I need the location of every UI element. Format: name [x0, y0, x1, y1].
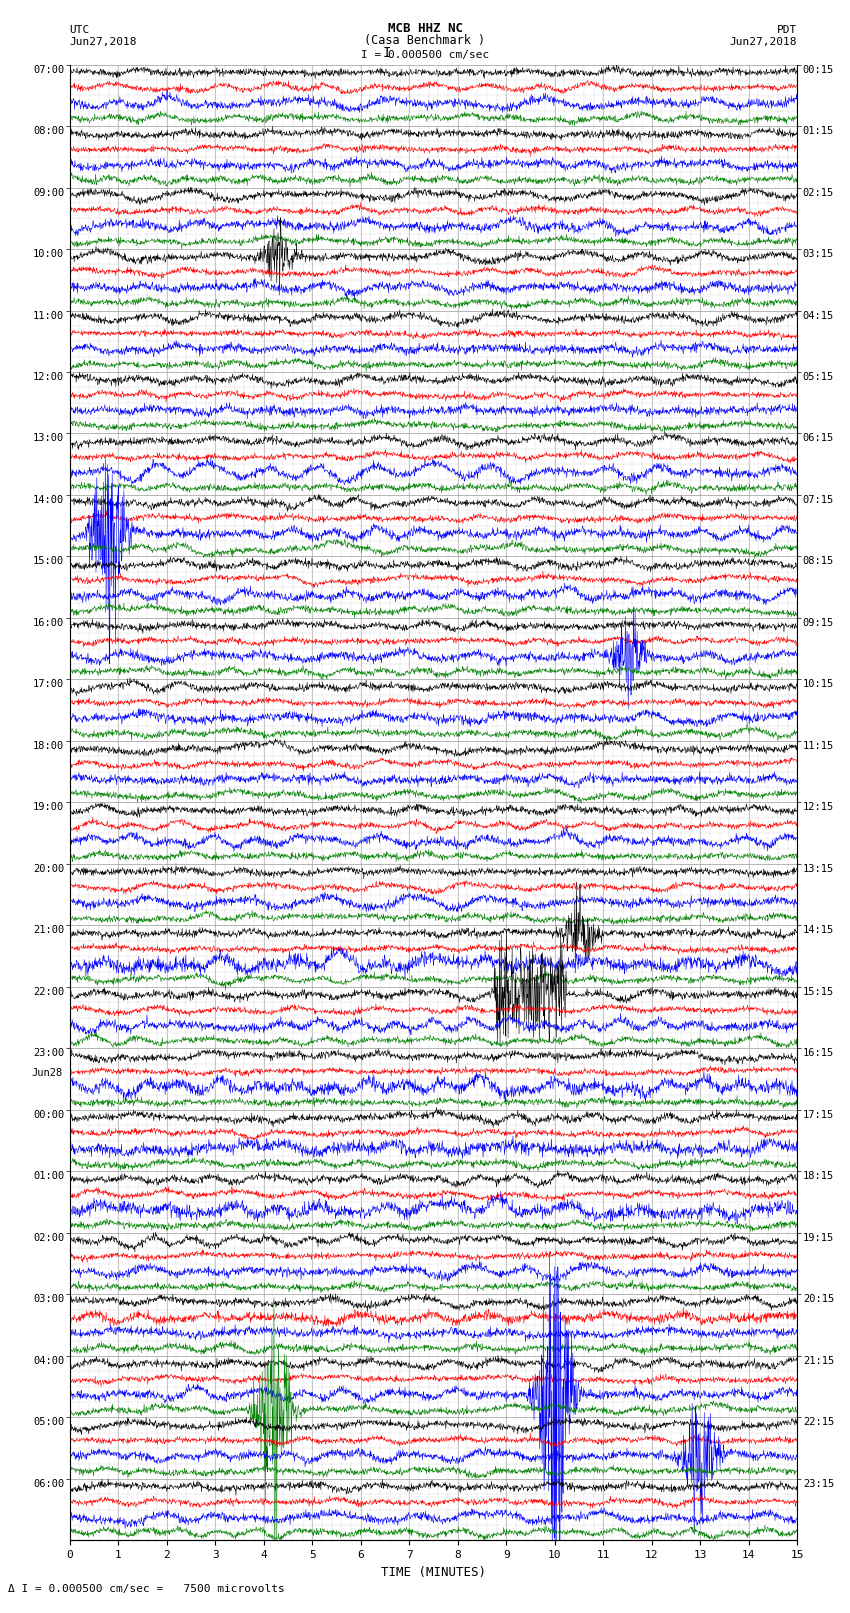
Text: Jun27,2018: Jun27,2018 — [70, 37, 137, 47]
Text: Jun28: Jun28 — [31, 1068, 62, 1077]
Text: Jun27,2018: Jun27,2018 — [730, 37, 797, 47]
Text: I = 0.000500 cm/sec: I = 0.000500 cm/sec — [361, 50, 489, 60]
Text: I: I — [382, 45, 391, 60]
Text: (Casa Benchmark ): (Casa Benchmark ) — [365, 34, 485, 47]
Text: UTC: UTC — [70, 24, 90, 35]
X-axis label: TIME (MINUTES): TIME (MINUTES) — [381, 1566, 486, 1579]
Text: PDT: PDT — [777, 24, 797, 35]
Text: MCB HHZ NC: MCB HHZ NC — [388, 21, 462, 35]
Text: Δ I = 0.000500 cm/sec =   7500 microvolts: Δ I = 0.000500 cm/sec = 7500 microvolts — [8, 1584, 286, 1594]
